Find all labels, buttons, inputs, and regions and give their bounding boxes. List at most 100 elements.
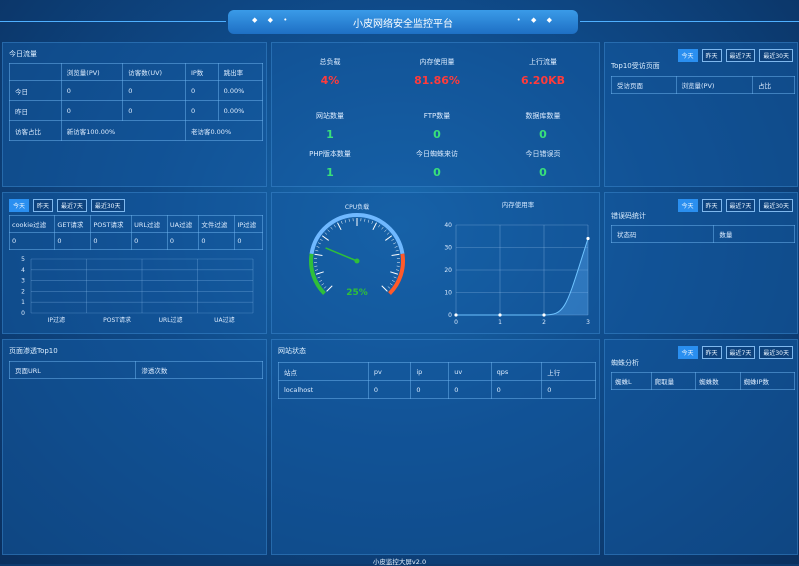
tab-today[interactable]: 今天 bbox=[678, 199, 698, 212]
y-tick-label: 0 bbox=[448, 312, 452, 319]
spider-panel: 今天 昨天 最近7天 最近30天 蜘蛛分析 蜘蛛L 爬取量 蜘蛛数 蜘蛛IP数 bbox=[604, 339, 798, 555]
time-tabs: 今天 昨天 最近7天 最近30天 bbox=[9, 199, 125, 212]
table-cell: 0 bbox=[368, 381, 410, 399]
tab-30days[interactable]: 最近30天 bbox=[759, 49, 793, 62]
header-dots-left: ◆ ◆ • bbox=[252, 16, 291, 24]
gauge-tick bbox=[392, 254, 400, 255]
table-header-cell: 蜘蛛数 bbox=[696, 373, 741, 390]
tab-yesterday[interactable]: 昨天 bbox=[33, 199, 53, 212]
table-header-cell: POST请求 bbox=[91, 216, 132, 233]
today-traffic-table: 浏览量(PV) 访客数(UV) IP数 跳出率 今日 0 0 0 0.00% 昨… bbox=[9, 63, 263, 141]
table-header-row: 页面URL 渗透次数 bbox=[10, 362, 263, 379]
gauge-tick bbox=[382, 227, 384, 229]
x-tick-label: IP过滤 bbox=[48, 316, 65, 324]
y-tick-label: 5 bbox=[21, 256, 25, 263]
filter-table: cookie过滤 GET请求 POST请求 URL过滤 UA过滤 文件过滤 IP… bbox=[9, 215, 263, 250]
gauge-tick bbox=[364, 219, 365, 222]
table-cell: 0 bbox=[542, 381, 596, 399]
table-cell: 0 bbox=[411, 381, 449, 399]
x-tick-label: 0 bbox=[454, 319, 458, 326]
x-tick-label: POST请求 bbox=[103, 316, 131, 324]
table-header-cell: 状态码 bbox=[612, 226, 714, 243]
table-cell: 0 bbox=[123, 81, 186, 101]
tab-30days[interactable]: 最近30天 bbox=[759, 346, 793, 359]
y-tick-label: 2 bbox=[21, 288, 25, 295]
data-point bbox=[542, 313, 545, 316]
stat-label: 今日蜘蛛来访 bbox=[392, 149, 482, 159]
old-visitor-ratio: 老访客0.00% bbox=[185, 121, 262, 141]
tab-7days[interactable]: 最近7天 bbox=[726, 199, 756, 212]
table-cell: 0 bbox=[132, 233, 168, 250]
tab-today[interactable]: 今天 bbox=[678, 346, 698, 359]
gauge-tick bbox=[318, 243, 321, 244]
gauge-tick bbox=[393, 243, 396, 244]
tab-30days[interactable]: 最近30天 bbox=[759, 199, 793, 212]
tab-today[interactable]: 今天 bbox=[9, 199, 29, 212]
y-tick-label: 1 bbox=[21, 299, 25, 306]
tab-7days[interactable]: 最近7天 bbox=[726, 346, 756, 359]
table-header-cell: 访客数(UV) bbox=[123, 64, 186, 81]
tab-yesterday[interactable]: 昨天 bbox=[702, 49, 722, 62]
table-header-cell: IP数 bbox=[185, 64, 218, 81]
gauge-tick bbox=[315, 250, 318, 251]
table-cell: 0 bbox=[491, 381, 542, 399]
table-row: 今日 0 0 0 0.00% bbox=[10, 81, 263, 101]
data-point bbox=[586, 237, 589, 240]
tab-7days[interactable]: 最近7天 bbox=[57, 199, 87, 212]
tab-today[interactable]: 今天 bbox=[678, 49, 698, 62]
tab-7days[interactable]: 最近7天 bbox=[726, 49, 756, 62]
series-area bbox=[456, 239, 588, 316]
table-header-cell: UA过滤 bbox=[167, 216, 199, 233]
table-row: localhost 0 0 0 0 0 bbox=[279, 381, 596, 399]
gauge-tick bbox=[378, 225, 380, 228]
gauge-tick bbox=[372, 221, 373, 224]
table-row: 昨日 0 0 0 0.00% bbox=[10, 101, 263, 121]
table-header-cell: 渗透次数 bbox=[136, 362, 263, 379]
gauge-title: CPU负载 bbox=[345, 203, 369, 211]
visitor-ratio-label: 访客占比 bbox=[10, 121, 62, 141]
footer-version: 小皮监控大屏v2.0 bbox=[0, 556, 799, 566]
table-header-cell: 上行 bbox=[542, 363, 596, 381]
top10-pages-title: Top10受访页面 bbox=[611, 61, 660, 71]
table-header-row: 站点 pv ip uv qps 上行 bbox=[279, 363, 596, 381]
x-tick-label: 1 bbox=[498, 319, 502, 326]
tab-30days[interactable]: 最近30天 bbox=[91, 199, 125, 212]
gauge-tick bbox=[316, 272, 324, 274]
stat-value: 1 bbox=[285, 166, 375, 179]
gauge-tick bbox=[324, 286, 326, 288]
table-header-cell: 受访页面 bbox=[612, 77, 677, 94]
table-header-cell: 站点 bbox=[279, 363, 369, 381]
error-codes-title: 错误码统计 bbox=[611, 211, 646, 221]
table-header-cell: IP过滤 bbox=[235, 216, 263, 233]
table-cell: 0 bbox=[167, 233, 199, 250]
site-status-title: 网站状态 bbox=[278, 346, 306, 356]
table-cell: 0.00% bbox=[218, 81, 262, 101]
table-header-cell bbox=[10, 64, 62, 81]
gauge-tick bbox=[396, 250, 399, 251]
gauge-tick bbox=[341, 221, 342, 224]
tab-yesterday[interactable]: 昨天 bbox=[702, 346, 722, 359]
table-cell: 0.00% bbox=[218, 101, 262, 121]
spider-title: 蜘蛛分析 bbox=[611, 358, 639, 368]
table-cell: 0 bbox=[235, 233, 263, 250]
new-visitor-ratio: 新访客100.00% bbox=[61, 121, 185, 141]
gauge-tick bbox=[327, 286, 333, 292]
table-header-cell: uv bbox=[449, 363, 491, 381]
table-cell: 0 bbox=[449, 381, 491, 399]
gauge-tick bbox=[322, 236, 328, 241]
site-status-table: 站点 pv ip uv qps 上行 localhost 0 0 0 0 0 bbox=[278, 362, 596, 399]
table-cell: 0 bbox=[123, 101, 186, 121]
gauge-tick bbox=[328, 230, 330, 232]
tab-yesterday[interactable]: 昨天 bbox=[702, 199, 722, 212]
table-header-row: cookie过滤 GET请求 POST请求 URL过滤 UA过滤 文件过滤 IP… bbox=[10, 216, 263, 233]
gauge-tick bbox=[396, 270, 399, 271]
gauge-tick bbox=[368, 220, 369, 223]
stat-label: 内存使用量 bbox=[392, 57, 482, 67]
y-tick-label: 40 bbox=[444, 222, 452, 229]
